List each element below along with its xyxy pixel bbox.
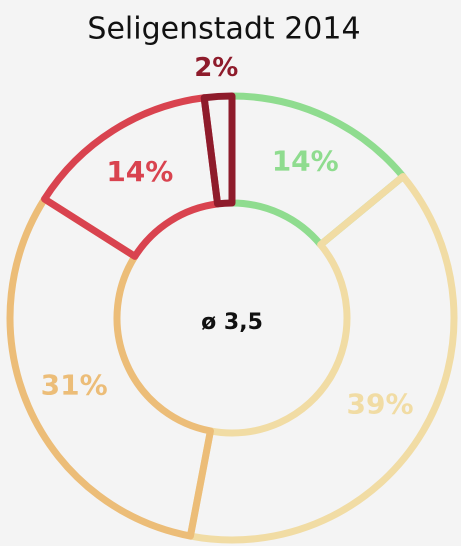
data-label: 14% (106, 155, 173, 188)
center-label: ø 3,5 (201, 310, 263, 335)
donut-segment (186, 172, 458, 544)
data-label: 2% (194, 53, 238, 83)
data-label: 14% (272, 144, 339, 177)
donut-segment (6, 195, 214, 540)
chart-title: Seligenstadt 2014 (87, 12, 360, 47)
donut-segment (200, 92, 236, 208)
data-label: 39% (347, 388, 414, 421)
data-label: 31% (41, 368, 108, 401)
